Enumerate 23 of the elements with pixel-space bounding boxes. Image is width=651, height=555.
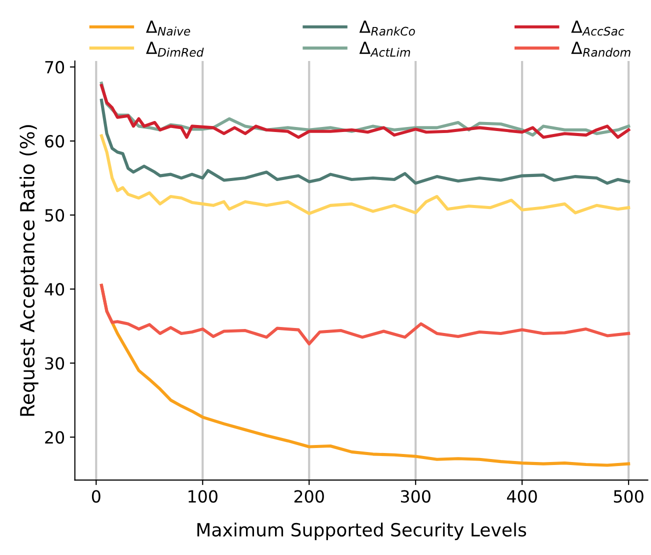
legend-label: Δ$_{Naive}$	[146, 20, 190, 36]
x-tick-label: 400	[507, 490, 537, 503]
y-tick-label: 50	[45, 209, 64, 222]
x-tick-label: 0	[92, 490, 100, 503]
x-tick-label: 500	[614, 490, 644, 503]
legend-label: Δ$_{ActLim}$	[359, 42, 410, 57]
legend-label: Δ$_{AccSac}$	[571, 20, 624, 36]
y-axis-title: Request Acceptance Ratio (%)	[20, 125, 38, 416]
legend-label: Δ$_{Random}$	[571, 42, 630, 57]
y-tick-label: 30	[45, 357, 64, 370]
x-tick-label: 200	[294, 490, 324, 503]
y-tick-label: 20	[45, 431, 64, 444]
line-series	[100, 134, 630, 216]
y-tick-label: 40	[44, 283, 64, 296]
legend-label: Δ$_{RankCo}$	[359, 20, 415, 36]
line-series	[100, 284, 630, 346]
x-axis-title: Maximum Supported Security Levels	[197, 522, 526, 540]
y-tick-label: 60	[45, 134, 64, 148]
line-series	[100, 98, 630, 185]
legend-label: Δ$_{DimRed}$	[146, 42, 204, 57]
x-tick-label: 100	[188, 490, 218, 503]
y-tick-label: 70	[45, 60, 64, 74]
x-tick-label: 300	[400, 490, 430, 503]
